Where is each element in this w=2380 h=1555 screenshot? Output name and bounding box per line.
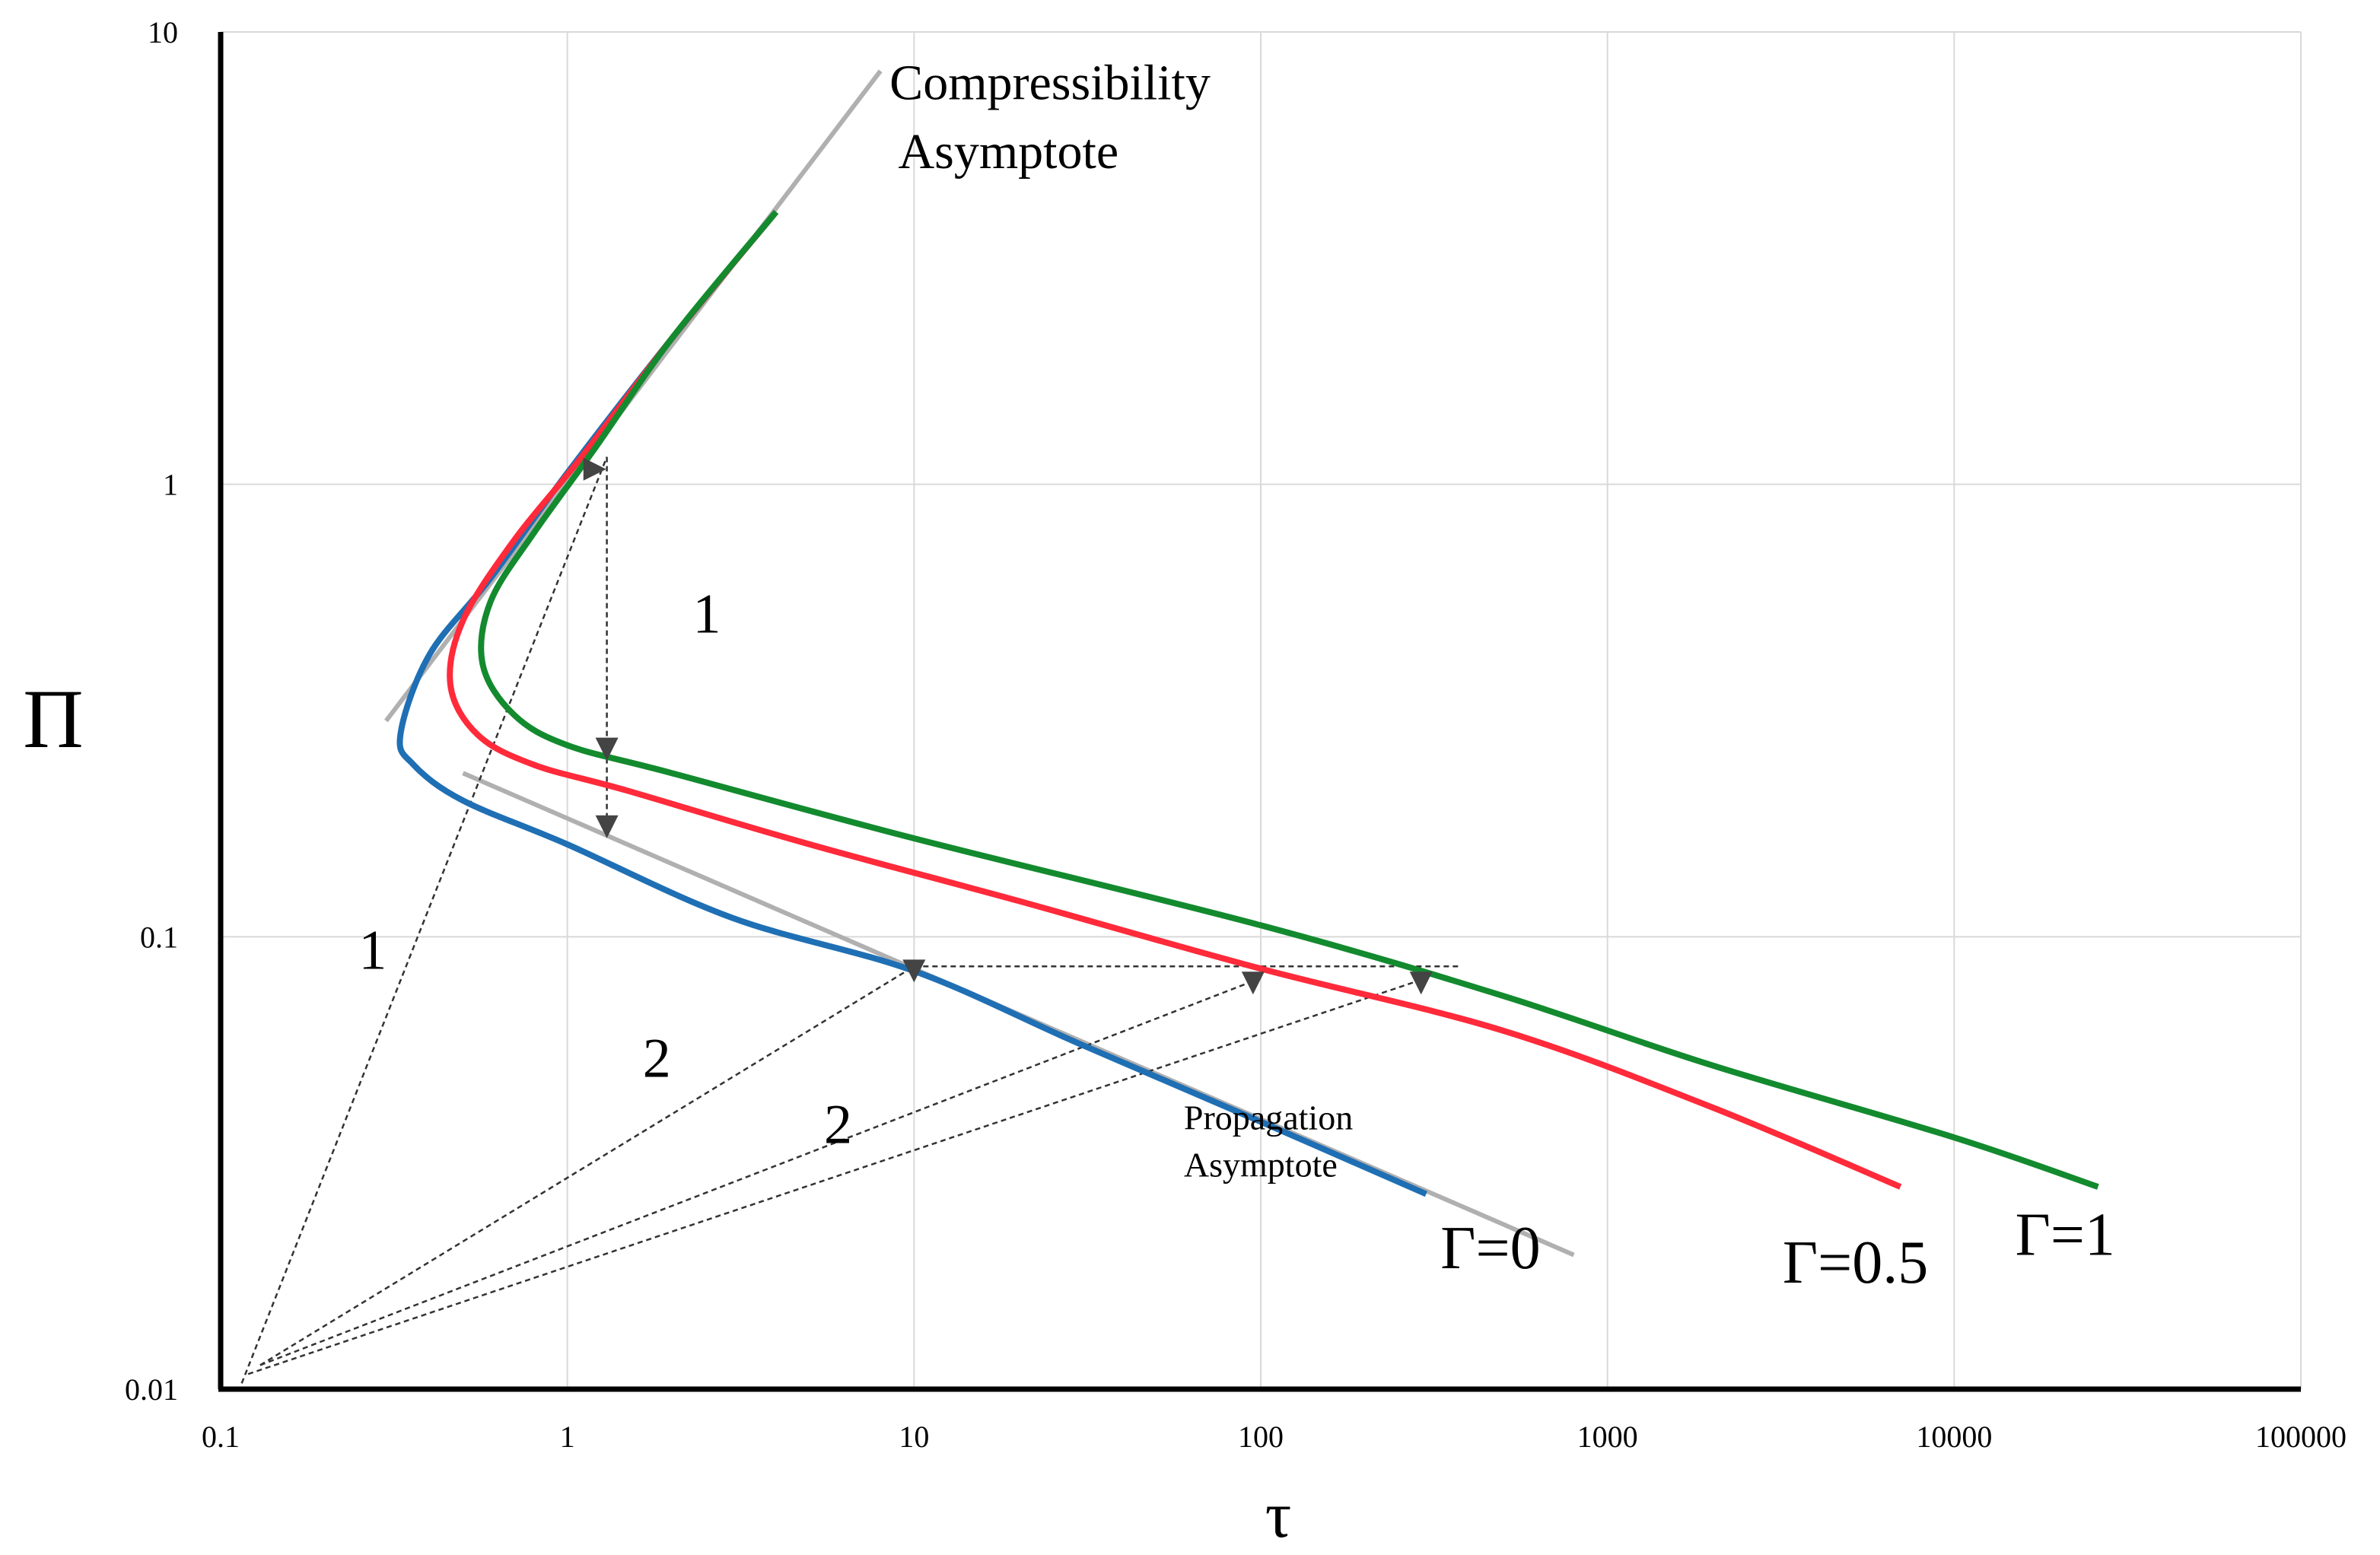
annotation-prop2: Asymptote (1184, 1146, 1338, 1185)
grid (221, 31, 2302, 1389)
x-tick-label: 1000 (1577, 1420, 1638, 1454)
annotation-slope2b: 2 (824, 1093, 852, 1156)
series-gamma-1 (478, 210, 2099, 1190)
annotation-slope2a: 2 (643, 1028, 671, 1090)
annotation-lab_g0: Γ=0 (1440, 1215, 1540, 1282)
arrow-marker (1409, 971, 1433, 995)
arrow-marker (595, 815, 619, 838)
x-tick-label: 100000 (2255, 1420, 2347, 1454)
tick-labels: 0.1 1 10 100 1000 10000 100000 0.01 0.1 1 10 (125, 15, 2347, 1454)
construction-lines (240, 456, 1462, 1384)
construction-line (259, 965, 915, 1366)
annotation-prop1: Propagation (1184, 1099, 1353, 1137)
annotation-slope1b: 1 (358, 919, 387, 981)
arrow-marker (1241, 971, 1265, 995)
annotation-compress2: Asymptote (898, 124, 1118, 180)
annotation-lab_g05: Γ=0.5 (1783, 1229, 1928, 1296)
x-tick-label: 1 (560, 1420, 575, 1454)
series-gamma-0 (396, 210, 1428, 1197)
x-tick-label: 0.1 (202, 1420, 240, 1454)
x-tick-label: 10 (899, 1420, 929, 1454)
x-axis-title: τ (1265, 1478, 1292, 1551)
construction-line (240, 456, 608, 1384)
annotations: Compressibility Asymptote 1 1 2 2 Propagation A… (358, 55, 2115, 1296)
y-tick-label: 0.01 (125, 1372, 178, 1407)
asymptote-lines (384, 69, 1575, 1258)
axes (218, 32, 2301, 1392)
construction-line (259, 977, 1262, 1366)
x-tick-label: 10000 (1916, 1420, 1992, 1454)
arrow-markers (583, 457, 1433, 995)
data-series (396, 210, 2099, 1197)
arrow-marker (583, 457, 606, 481)
y-tick-label: 1 (163, 468, 178, 502)
series-gamma-0.5 (447, 210, 1902, 1190)
x-tick-label: 100 (1238, 1420, 1284, 1454)
y-axis-title: Π (23, 673, 83, 765)
y-tick-label: 10 (148, 15, 178, 49)
arrow-marker (595, 737, 619, 761)
y-tick-label: 0.1 (140, 920, 178, 954)
annotation-compress1: Compressibility (889, 55, 1211, 110)
arrow-marker (902, 959, 926, 983)
annotation-lab_g1: Γ=1 (2016, 1202, 2115, 1269)
construction-line (247, 977, 1427, 1375)
annotation-slope1a: 1 (692, 584, 721, 646)
